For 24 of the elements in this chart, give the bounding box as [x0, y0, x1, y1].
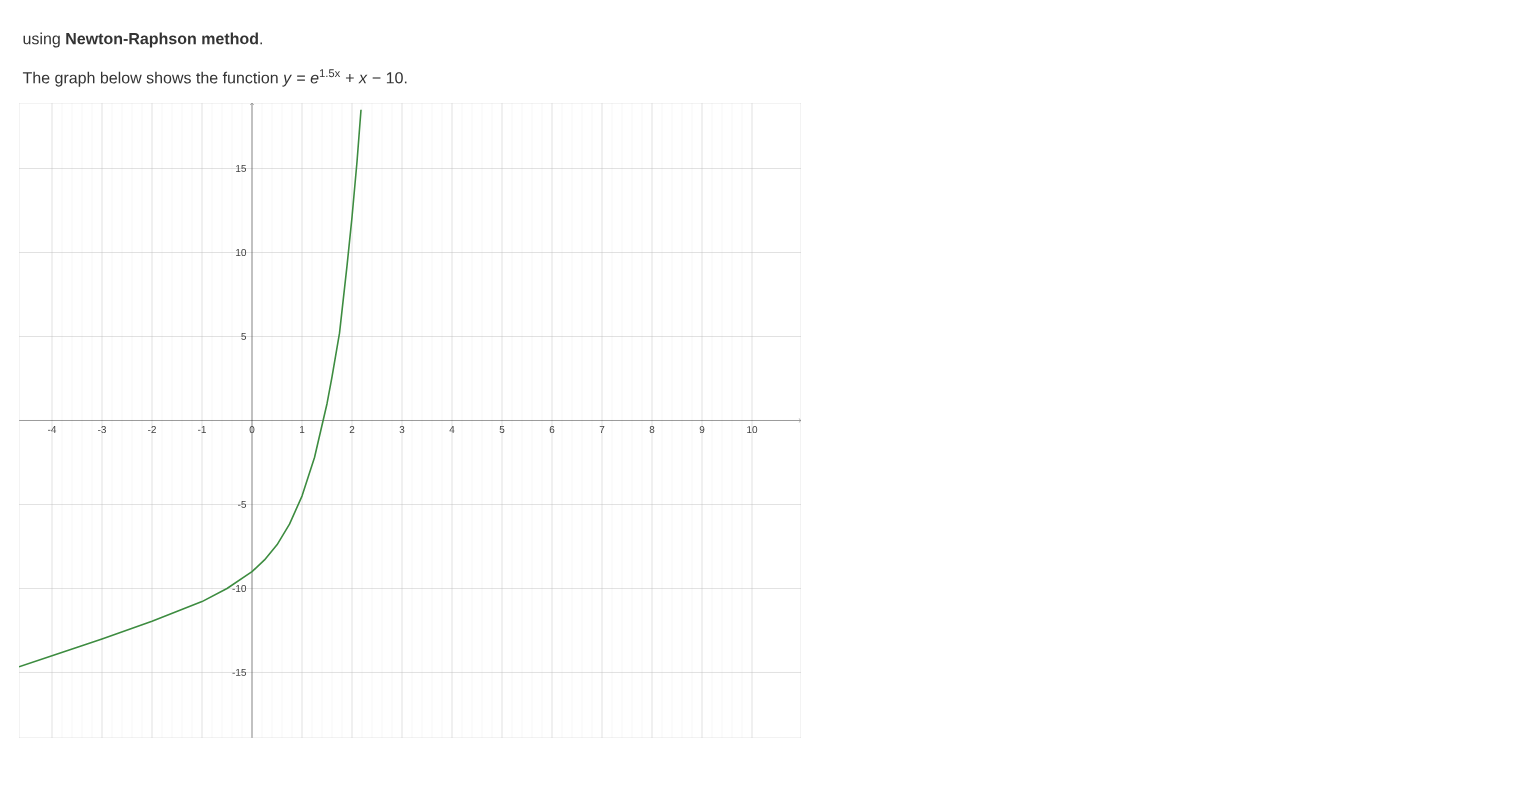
- x-tick-label: 6: [549, 426, 555, 434]
- x-tick-label: -3: [98, 426, 107, 434]
- x-tick-label: 7: [599, 426, 605, 433]
- x-tick-label: 10: [747, 426, 758, 434]
- y-tick-label: 15: [236, 165, 247, 172]
- x-tick-label: 4: [449, 426, 455, 433]
- y-tick-label: -5: [238, 501, 247, 508]
- line-series: [19, 108, 362, 668]
- x-tick-label: 5: [499, 426, 505, 433]
- chart-title: using Newton-Raphson method.: [23, 32, 262, 48]
- x-tick-label: 9: [699, 426, 705, 434]
- y-tick-label: 10: [236, 248, 247, 257]
- x-tick-label: 2: [349, 426, 355, 434]
- x-tick-label: -1: [198, 426, 206, 433]
- x-tick-label: -4: [48, 426, 57, 433]
- x-tick-label: 1: [299, 426, 305, 433]
- y-tick-label: -15: [232, 668, 247, 676]
- chart-subtitle: The graph below shows the function y = e$^{1.5x}$ + x − 10.: [22, 69, 407, 87]
- y-tick-label: -10: [232, 584, 247, 593]
- x-tick-label: 3: [399, 426, 405, 434]
- y-tick-label: 5: [241, 333, 247, 340]
- x-tick-label: 0: [249, 426, 255, 434]
- x-tick-label: -2: [148, 426, 156, 434]
- x-tick-label: 8: [649, 426, 655, 434]
